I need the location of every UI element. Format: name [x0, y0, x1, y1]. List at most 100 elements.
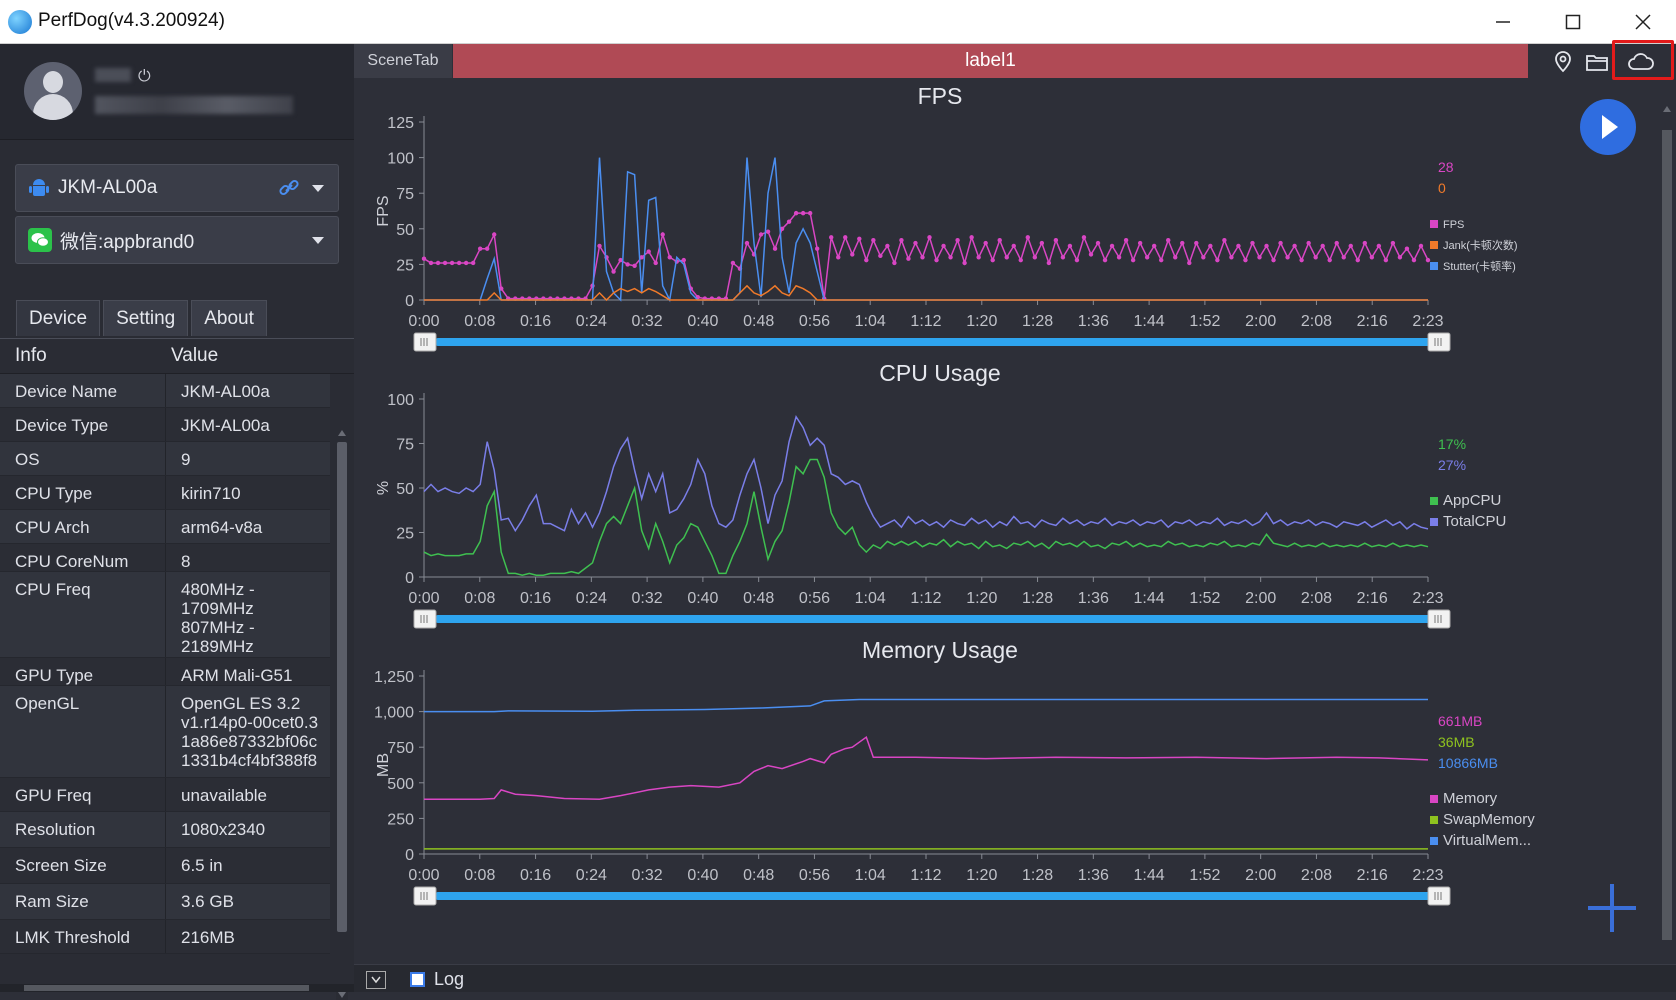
series-line-jank — [424, 284, 1428, 302]
table-row: Device Name JKM-AL00a — [0, 374, 330, 408]
y-tick-label: 100 — [387, 392, 414, 409]
x-tick-label: 0:56 — [799, 313, 830, 330]
sidebar: ⏻ JKM-AL00a 微信:appbrand0 Device Setting … — [0, 44, 354, 1000]
fps-point — [758, 232, 764, 237]
fps-point — [829, 235, 834, 240]
fps-point — [1053, 237, 1059, 243]
range-slider-start-handle[interactable] — [413, 886, 437, 906]
fps-point — [1278, 240, 1283, 246]
range-slider-end-handle[interactable] — [1427, 886, 1451, 906]
range-slider-start-handle[interactable] — [413, 609, 437, 629]
scene-tab-button[interactable]: SceneTab — [354, 44, 452, 78]
x-tick-label: 0:56 — [799, 590, 830, 607]
y-tick-label: 250 — [387, 811, 414, 828]
fps-point — [597, 243, 602, 249]
log-checkbox[interactable] — [410, 972, 425, 987]
range-slider-start-handle[interactable] — [413, 332, 437, 352]
device-select[interactable]: JKM-AL00a — [15, 164, 339, 212]
fps-point — [1376, 243, 1382, 249]
x-tick-label: 1:52 — [1189, 590, 1220, 607]
current-value: 28 — [1438, 159, 1454, 175]
play-icon — [1602, 115, 1618, 139]
x-tick-label: 0:40 — [687, 590, 718, 607]
fps-point — [878, 253, 883, 259]
maximize-button[interactable] — [1548, 6, 1598, 38]
title-bar: PerfDog(v4.3.200924) — [0, 0, 1676, 44]
fps-point — [927, 235, 932, 240]
chevron-down-icon — [312, 185, 324, 192]
x-tick-label: 1:20 — [966, 313, 997, 330]
fps-point — [1095, 240, 1101, 246]
scroll-down-icon[interactable] — [338, 992, 346, 998]
fps-point — [983, 240, 988, 246]
fps-point — [449, 260, 455, 266]
fps-point — [969, 235, 974, 240]
power-icon[interactable]: ⏻ — [138, 68, 151, 85]
scrollbar-thumb[interactable] — [337, 442, 347, 932]
legend-swatch — [1430, 837, 1438, 845]
location-icon[interactable] — [1550, 49, 1576, 75]
table-row: CPU Type kirin710 — [0, 476, 330, 510]
play-button[interactable] — [1580, 99, 1636, 155]
table-row: Ram Size 3.6 GB — [0, 884, 330, 920]
fps-point — [1348, 243, 1353, 249]
fps-point — [871, 237, 876, 243]
series-line-virtualmemory — [424, 698, 1428, 713]
legend-label: Stutter(卡顿率) — [1443, 259, 1516, 273]
info-scrollbar[interactable] — [336, 428, 348, 1000]
fps-point — [1201, 255, 1206, 260]
app-select[interactable]: 微信:appbrand0 — [15, 216, 339, 264]
cloud-icon[interactable] — [1626, 49, 1656, 75]
folder-icon[interactable] — [1584, 49, 1610, 75]
scrollbar-thumb[interactable] — [1662, 130, 1672, 940]
tab-setting[interactable]: Setting — [103, 300, 189, 336]
y-tick-label: 75 — [396, 186, 414, 203]
label-bar[interactable]: label1 — [453, 44, 1528, 78]
table-row: CPU CoreNum 8 — [0, 544, 330, 572]
chart-title: Memory Usage — [862, 637, 1018, 663]
fps-point — [730, 260, 736, 266]
fps-point — [1039, 240, 1045, 246]
range-slider-end-handle[interactable] — [1427, 332, 1451, 352]
scrollbar-thumb[interactable] — [24, 985, 309, 991]
tab-device[interactable]: Device — [16, 300, 101, 336]
scroll-up-icon[interactable] — [1663, 106, 1671, 112]
y-tick-label: 25 — [396, 257, 414, 274]
fps-point — [632, 263, 637, 269]
fps-point — [913, 240, 918, 246]
x-tick-label: 1:44 — [1134, 590, 1165, 607]
fps-point — [765, 229, 771, 234]
x-tick-label: 1:36 — [1078, 590, 1109, 607]
link-icon[interactable] — [278, 177, 300, 199]
y-axis-label: FPS — [375, 195, 392, 226]
scroll-up-icon[interactable] — [338, 430, 346, 436]
fps-point — [1257, 255, 1262, 260]
window-title: PerfDog(v4.3.200924) — [38, 10, 225, 31]
fps-point — [1411, 257, 1417, 263]
wechat-icon — [28, 228, 52, 252]
x-tick-label: 1:04 — [855, 313, 886, 330]
current-value: 36MB — [1438, 734, 1475, 750]
range-slider-end-handle[interactable] — [1427, 609, 1451, 629]
tab-about[interactable]: About — [191, 300, 267, 336]
fps-point — [941, 243, 946, 249]
fps-point — [1208, 243, 1213, 249]
fps-point — [1397, 255, 1403, 260]
x-tick-label: 1:28 — [1022, 313, 1053, 330]
fps-point — [484, 246, 490, 251]
x-tick-label: 2:08 — [1301, 590, 1332, 607]
avatar[interactable] — [24, 62, 82, 120]
legend-label: AppCPU — [1443, 492, 1501, 509]
log-toggle-button[interactable] — [366, 971, 386, 989]
table-row: Resolution 1080x2340 — [0, 812, 330, 848]
horizontal-scrollbar[interactable] — [0, 984, 354, 992]
minimize-button[interactable] — [1478, 6, 1528, 38]
add-chart-button[interactable] — [1586, 882, 1638, 934]
charts-scrollbar[interactable] — [1660, 102, 1674, 964]
close-button[interactable] — [1618, 6, 1668, 38]
highlight-box — [1612, 40, 1674, 80]
device-info-table: Device Name JKM-AL00a Device Type JKM-AL00… — [0, 374, 330, 954]
fps-point — [744, 240, 750, 246]
fps-point — [976, 255, 981, 260]
legend-label: FPS — [1443, 219, 1464, 231]
